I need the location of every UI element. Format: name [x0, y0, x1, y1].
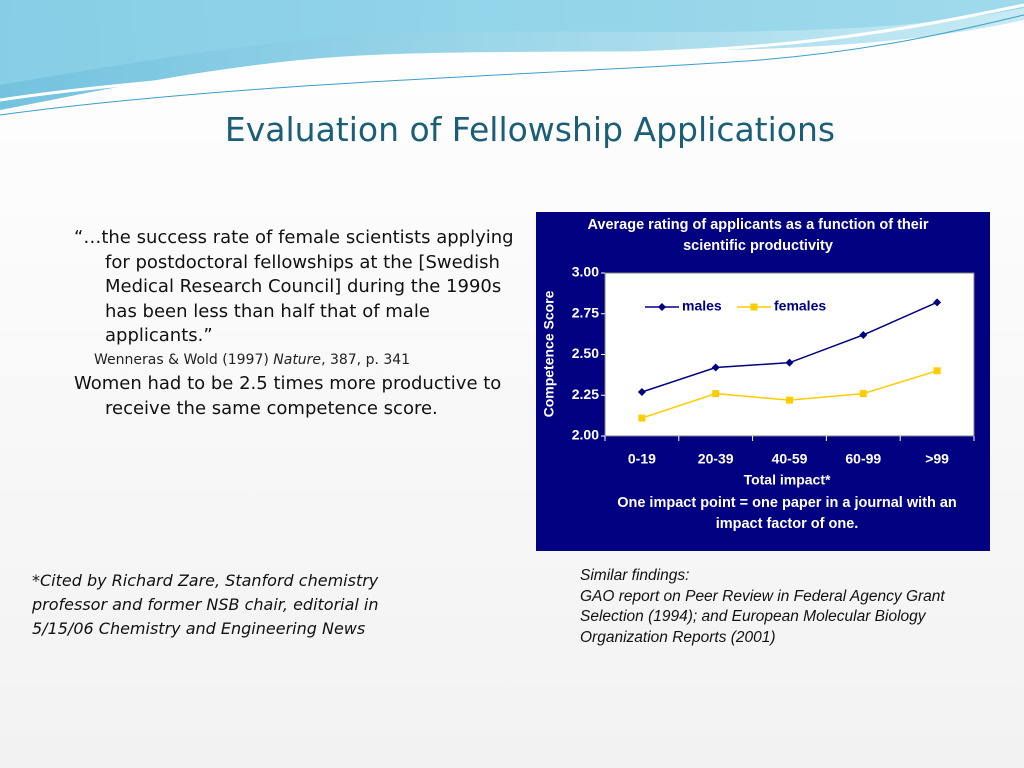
x-tick-label: 40-59: [772, 451, 808, 467]
chart-title: Average rating of applicants as a functi…: [587, 217, 929, 254]
data-point: [933, 367, 941, 375]
similar-heading: Similar findings:: [580, 567, 690, 584]
y-axis-label: Competence Score: [541, 290, 557, 417]
data-point: [859, 330, 868, 339]
header-waves: [0, 0, 1024, 116]
plot: Competence Score Total impact* 2.00 2.25 2…: [541, 264, 975, 488]
y-tick-label: 2.75: [572, 304, 599, 320]
slide-title: Evaluation of Fellowship Applications: [224, 110, 836, 149]
similar-findings: Similar findings: GAO report on Peer Revi…: [580, 566, 1000, 648]
chart-note: One impact point = one paper in a journa…: [617, 495, 957, 532]
data-point: [933, 298, 942, 307]
data-point: [637, 387, 646, 396]
x-tick-label: 0-19: [628, 451, 656, 467]
similar-text: GAO report on Peer Review in Federal Age…: [580, 587, 945, 646]
data-point: [786, 396, 793, 404]
citation-journal: Nature: [273, 352, 322, 368]
y-tick-label: 2.00: [572, 427, 599, 443]
legend-label: males: [682, 298, 722, 314]
conclusion: Women had to be 2.5 times more productiv…: [74, 373, 502, 419]
x-tick-label: 20-39: [698, 451, 734, 467]
citation-authors: Wenneras & Wold (1997): [94, 352, 274, 368]
x-tick-label: 60-99: [845, 451, 881, 467]
x-tick-label: >99: [925, 451, 949, 467]
quote: “…the success rate of female scientists …: [74, 227, 514, 346]
data-point: [785, 358, 794, 367]
data-point: [711, 363, 720, 372]
legend-marker: [750, 303, 758, 311]
x-axis-label: Total impact*: [744, 472, 831, 488]
data-point: [638, 414, 646, 422]
legend-label: females: [774, 298, 826, 314]
citation: Wenneras & Wold (1997) Nature, 387, p. 3…: [94, 352, 410, 368]
data-point: [712, 390, 720, 398]
y-tick-label: 3.00: [572, 264, 599, 280]
y-tick-label: 2.50: [572, 345, 599, 361]
citation-details: , 387, p. 341: [321, 352, 411, 368]
y-tick-label: 2.25: [572, 386, 599, 402]
footnote: *Cited by Richard Zare, Stanford chemist…: [32, 571, 379, 638]
legend-marker: [658, 303, 666, 311]
chart: Average rating of applicants as a functi…: [536, 212, 990, 551]
data-point: [859, 390, 867, 398]
plot-area: [604, 272, 975, 437]
